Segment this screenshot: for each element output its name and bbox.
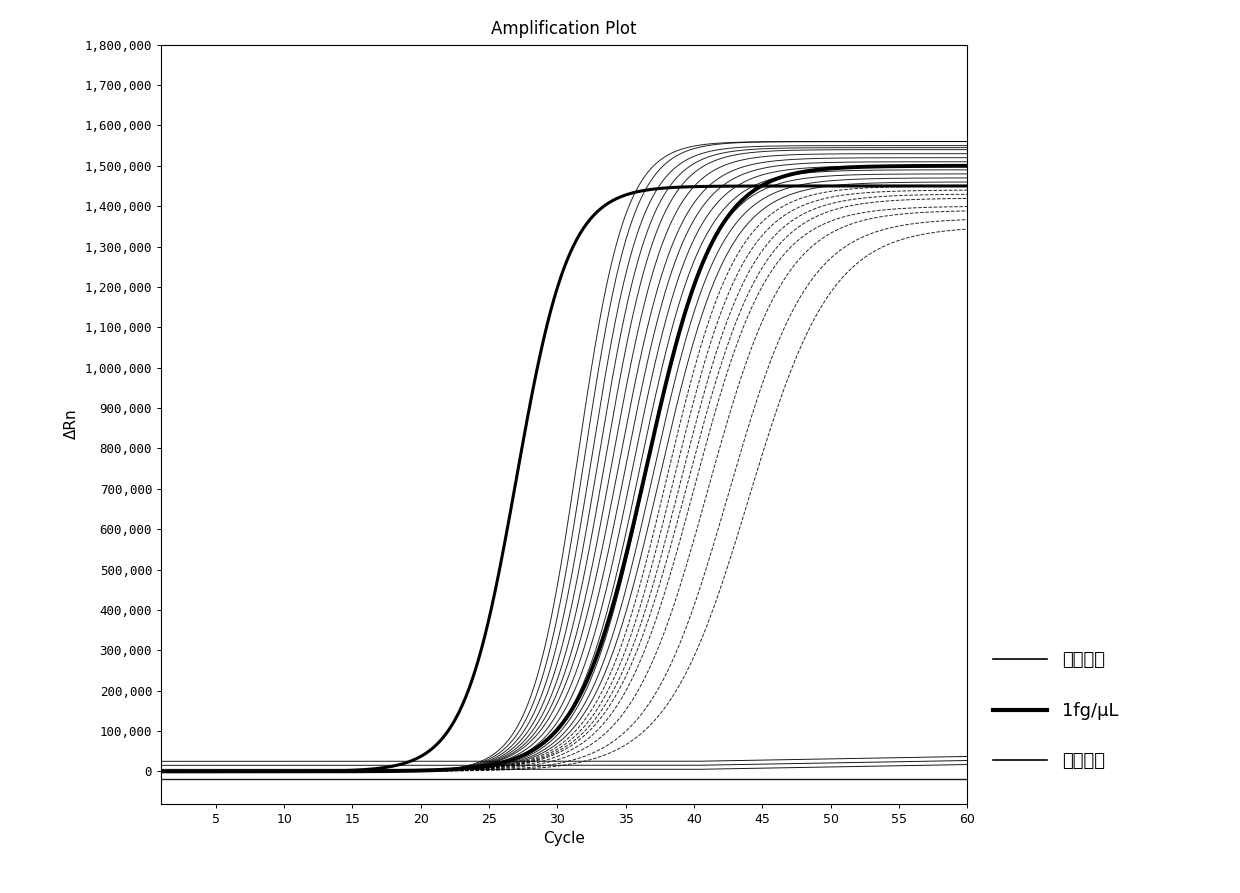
- Legend: 阳性对照, 1fg/μL, 阴性对照: 阳性对照, 1fg/μL, 阴性对照: [985, 642, 1127, 780]
- X-axis label: Cycle: Cycle: [543, 831, 585, 847]
- Title: Amplification Plot: Amplification Plot: [491, 20, 637, 38]
- Y-axis label: ΔRn: ΔRn: [64, 409, 79, 439]
